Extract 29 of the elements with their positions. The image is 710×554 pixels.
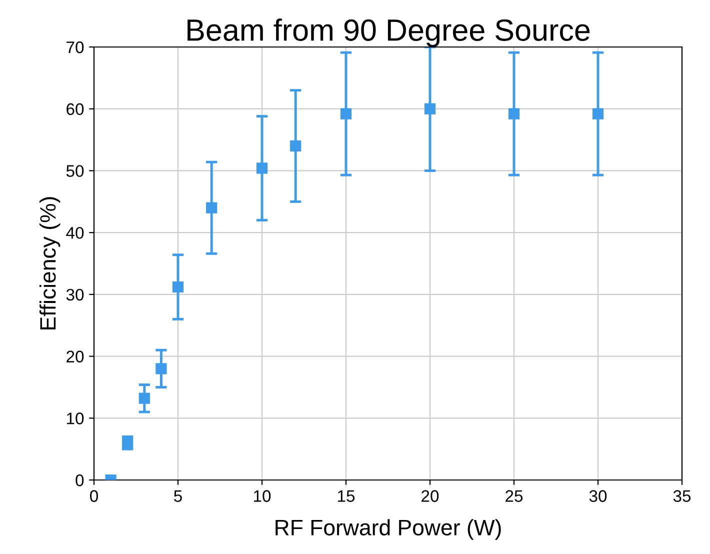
point [156, 363, 167, 374]
point [424, 103, 436, 114]
x-tick-label: 0 [90, 490, 98, 502]
chart-title: Beam from 90 Degree Source [188, 18, 590, 47]
point [340, 108, 352, 120]
y-axis-title: Efficiency (%) [39, 197, 60, 330]
x-tick-label: 10 [254, 490, 271, 502]
y-tick-label: 0 [76, 474, 84, 486]
point [206, 202, 218, 214]
y-tick-label: 50 [66, 165, 84, 177]
point [290, 140, 302, 152]
point [138, 392, 150, 404]
y-tick-label: 40 [66, 226, 84, 239]
y-tick-label: 20 [66, 350, 84, 362]
x-axis-title: RF Forward Power (W) [276, 519, 501, 540]
point [256, 162, 268, 174]
x-tick-label: 20 [422, 490, 439, 502]
y-tick-label: 70 [66, 41, 84, 54]
x-tick-label: 5 [174, 490, 182, 502]
point [172, 281, 184, 293]
x-tick-label: 15 [338, 490, 355, 502]
point [508, 108, 520, 120]
x-tick-label: 35 [673, 490, 691, 502]
y-tick-label: 30 [66, 288, 84, 301]
y-tick-label: 10 [67, 412, 84, 424]
x-tick-label: 25 [506, 490, 523, 502]
point [592, 108, 604, 120]
x-tick-label: 30 [589, 490, 607, 502]
y-tick-label: 60 [66, 103, 84, 116]
